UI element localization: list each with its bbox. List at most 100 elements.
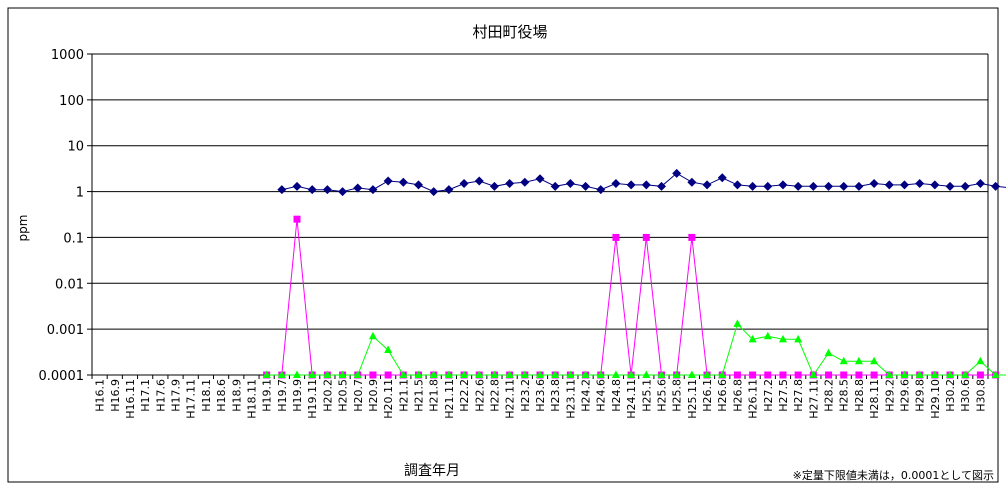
data-point-diamond (854, 181, 864, 191)
data-point-triangle (293, 370, 302, 378)
data-point-triangle (870, 356, 879, 365)
series-triangle (262, 319, 1006, 378)
x-tick-label: H16.9 (109, 379, 122, 412)
x-tick-label: H27.2 (762, 379, 775, 412)
x-tick-label: H19.11 (306, 379, 319, 419)
data-point-triangle (536, 370, 544, 378)
data-point-triangle (551, 370, 560, 378)
x-tick-label: H30.2 (944, 379, 957, 412)
data-point-diamond (702, 180, 712, 190)
x-tick-label: H30.8 (974, 379, 987, 412)
x-tick-label: H17.9 (170, 379, 183, 412)
data-point-triangle (581, 370, 590, 378)
data-point-triangle (460, 370, 469, 378)
y-tick-label: 0.1 (63, 231, 84, 246)
x-tick-label: H28.11 (868, 379, 881, 419)
x-tick-label: H19.9 (291, 379, 304, 412)
x-tick-label: H24.6 (595, 379, 608, 412)
x-tick-label: H26.6 (716, 379, 729, 412)
x-tick-label: H23.8 (549, 379, 562, 412)
data-point-square (749, 371, 757, 379)
x-tick-label: H29.8 (914, 379, 927, 412)
data-point-diamond (277, 185, 287, 195)
x-tick-label: H24.8 (610, 379, 623, 412)
x-tick-label: H17.1 (139, 379, 152, 412)
y-tick-label: 10 (67, 140, 84, 155)
data-point-square (688, 233, 696, 241)
data-point-triangle (642, 370, 651, 378)
data-point-diamond (520, 177, 530, 187)
data-point-square (733, 371, 741, 379)
x-tick-label: H29.10 (929, 379, 942, 419)
data-point-triangle (915, 370, 924, 378)
data-point-diamond (307, 185, 317, 195)
data-point-triangle (748, 334, 757, 343)
data-point-triangle (763, 331, 772, 340)
data-point-square (642, 233, 650, 241)
x-tick-label: H16.1 (94, 379, 107, 412)
data-point-diamond (899, 180, 909, 190)
data-point-diamond (808, 181, 818, 191)
x-axis-label: 調査年月 (404, 463, 460, 479)
x-tick-label: H29.2 (883, 379, 896, 412)
chart-frame (7, 7, 999, 483)
data-point-diamond (824, 181, 834, 191)
x-tick-label: H20.9 (367, 379, 380, 412)
data-point-diamond (535, 174, 545, 184)
data-point-diamond (991, 181, 1001, 191)
x-tick-label: H25.1 (640, 379, 653, 412)
x-tick-label: H25.11 (686, 379, 699, 419)
series-layer (262, 168, 1006, 379)
y-tick-label: 1000 (51, 48, 84, 63)
y-axis-label: ppm (16, 215, 30, 242)
x-tick-label: H17.6 (154, 379, 167, 412)
data-point-diamond (368, 185, 378, 195)
data-point-diamond (353, 183, 363, 193)
x-tick-label: H22.8 (488, 379, 501, 412)
data-point-triangle (976, 356, 985, 365)
data-point-triangle (596, 370, 605, 378)
data-point-diamond (581, 181, 591, 191)
data-point-triangle (733, 319, 742, 327)
y-tick-labels: 0.0001 0.001 0.01 0.1 1 10 100 1000 (39, 48, 92, 384)
series-diamond (277, 168, 1006, 197)
data-point-diamond (322, 185, 332, 195)
x-tick-label: H27.8 (792, 379, 805, 412)
x-tick-label: H16.11 (124, 379, 137, 419)
y-tick-label: 1 (76, 186, 84, 201)
data-point-square (870, 371, 878, 379)
data-point-diamond (459, 178, 469, 188)
x-tick-label: H24.2 (580, 379, 593, 412)
x-tick-label: H19.1 (261, 379, 274, 412)
data-point-diamond (975, 178, 985, 188)
data-point-triangle (885, 370, 894, 378)
data-point-diamond (778, 180, 788, 190)
data-point-diamond (292, 181, 302, 191)
data-point-diamond (793, 181, 803, 191)
x-tick-label: H21.11 (443, 379, 456, 419)
data-point-triangle (809, 370, 818, 378)
data-point-diamond (398, 177, 408, 187)
data-point-diamond (915, 178, 925, 188)
data-point-triangle (566, 370, 575, 378)
x-tick-label: H19.7 (276, 379, 289, 412)
x-tick-label: H29.6 (898, 379, 911, 412)
data-point-triangle (414, 370, 423, 378)
data-point-diamond (763, 181, 773, 191)
data-point-triangle (308, 370, 317, 378)
data-point-triangle (930, 370, 939, 378)
x-tick-label: H28.2 (823, 379, 836, 412)
x-tick-labels: H16.1 H16.9 H16.11 H17.1 H17.6 H17.9 H17.11 H18… (91, 375, 989, 419)
data-point-triangle (323, 370, 332, 378)
x-tick-label: H21.8 (428, 379, 441, 412)
data-point-diamond (414, 180, 424, 190)
x-tick-label: H30.6 (959, 379, 972, 412)
x-tick-label: H22.6 (473, 379, 486, 412)
data-point-triangle (900, 370, 909, 378)
data-point-triangle (794, 334, 803, 343)
footnote: ※定量下限値未満は，0.0001として図示 (793, 468, 994, 482)
data-point-triangle (627, 370, 636, 378)
data-point-triangle (657, 370, 666, 378)
